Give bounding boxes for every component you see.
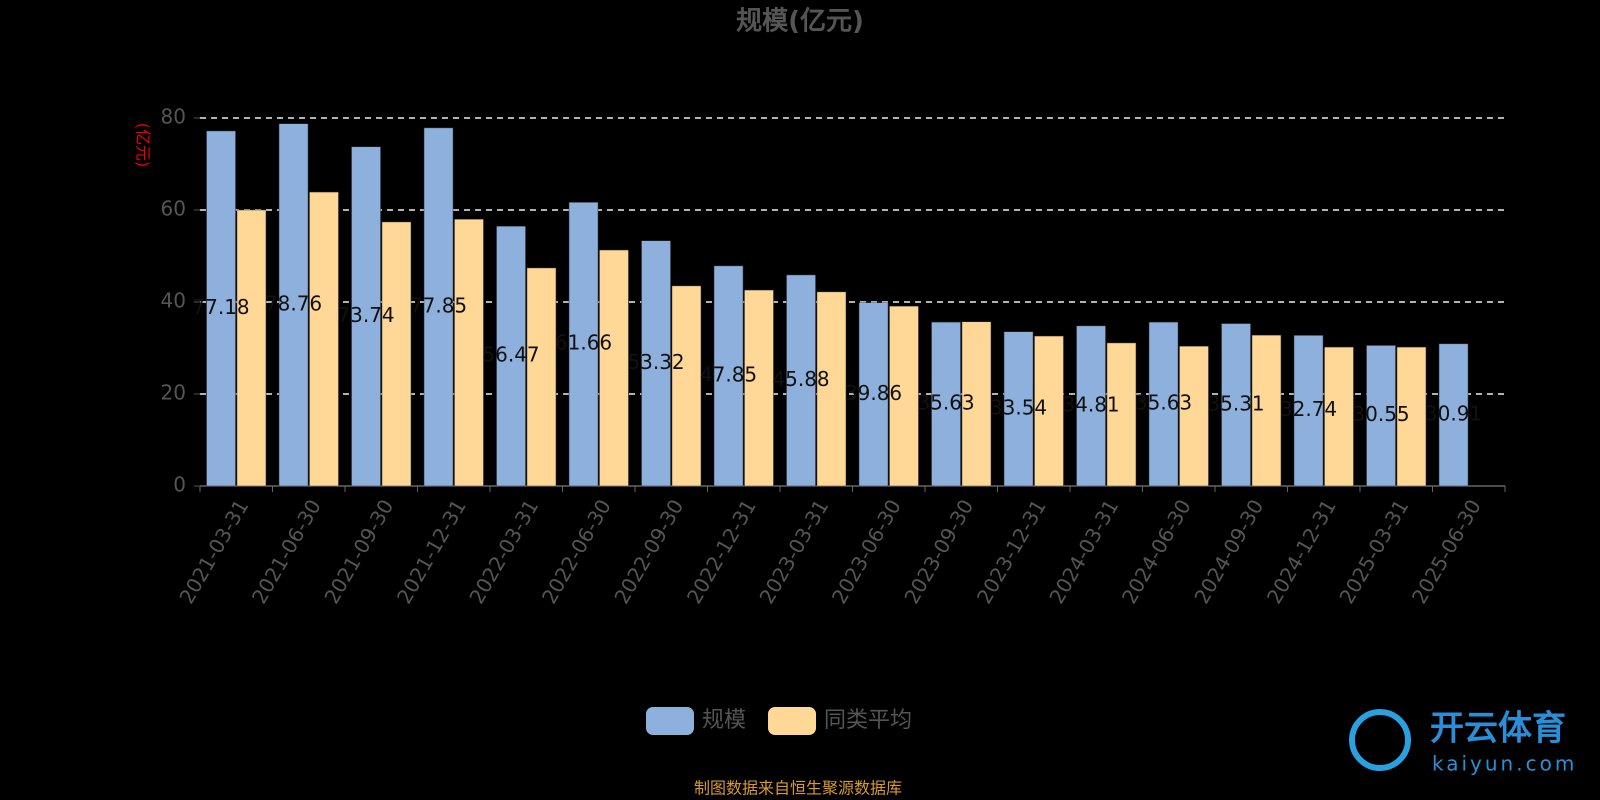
source-note: 制图数据来自恒生聚源数据库 — [694, 779, 902, 798]
bar — [454, 218, 484, 487]
bar — [1221, 323, 1251, 487]
data-label: 30.91 — [1425, 401, 1482, 425]
data-label: 61.66 — [555, 331, 612, 355]
data-label: 47.85 — [700, 362, 757, 386]
bar — [671, 285, 702, 487]
watermark-brand: 开云体育 — [1430, 709, 1566, 749]
y-tick-label: 0 — [173, 473, 186, 497]
y-axis-label: (亿元) — [134, 123, 153, 168]
y-tick-label: 80 — [161, 105, 186, 129]
watermark-site: kaiyun.com — [1432, 752, 1577, 776]
data-label: 56.47 — [482, 343, 539, 367]
bar — [1179, 345, 1209, 487]
data-label: 45.88 — [772, 367, 829, 391]
bar — [278, 123, 309, 487]
bar — [599, 249, 629, 487]
chart-title: 规模(亿元) — [736, 7, 864, 37]
y-tick-label: 20 — [161, 381, 186, 405]
data-label: 30.55 — [1352, 402, 1409, 426]
data-label: 73.74 — [337, 303, 394, 327]
watermark-logo — [1349, 709, 1411, 771]
bar — [786, 274, 816, 487]
data-label: 35.31 — [1207, 391, 1264, 415]
bar — [1076, 325, 1106, 487]
bar — [236, 209, 267, 487]
bar — [496, 225, 526, 487]
bar — [1366, 345, 1396, 487]
bar — [351, 146, 381, 487]
bar — [744, 289, 774, 487]
bar — [1106, 342, 1137, 487]
bar — [858, 302, 889, 487]
bar — [381, 221, 412, 487]
bar — [1396, 346, 1427, 487]
bar — [1293, 335, 1324, 487]
data-label: 53.32 — [627, 350, 684, 374]
legend-swatch — [768, 707, 817, 735]
bar — [206, 130, 236, 487]
bar — [1003, 331, 1034, 487]
bar — [568, 202, 599, 487]
y-tick-label: 40 — [161, 289, 186, 313]
legend-label: 规模 — [702, 708, 746, 733]
y-tick-label: 60 — [161, 197, 186, 221]
bar — [309, 191, 339, 487]
data-label: 78.76 — [265, 291, 322, 315]
bar — [1438, 343, 1469, 487]
data-label: 39.86 — [845, 381, 902, 405]
bar — [526, 267, 557, 487]
data-label: 33.54 — [990, 395, 1047, 419]
data-label: 77.85 — [410, 293, 467, 317]
bar — [713, 265, 744, 487]
data-label: 34.81 — [1062, 392, 1119, 416]
watermark: 开云体育 kaiyun.com — [1349, 709, 1577, 776]
legend-label: 同类平均 — [824, 708, 912, 733]
bar — [961, 321, 992, 487]
data-label: 35.63 — [917, 391, 974, 415]
bar — [641, 240, 671, 487]
bar — [423, 127, 454, 487]
bar — [1034, 335, 1064, 487]
bar — [1251, 334, 1282, 487]
bar — [816, 291, 847, 487]
bar — [889, 305, 919, 487]
data-label: 35.63 — [1135, 391, 1192, 415]
data-label: 77.18 — [192, 295, 249, 319]
data-label: 32.74 — [1280, 397, 1337, 421]
legend-swatch — [646, 707, 694, 735]
bar — [1148, 321, 1179, 487]
bar — [931, 321, 961, 487]
bar — [1324, 346, 1354, 487]
